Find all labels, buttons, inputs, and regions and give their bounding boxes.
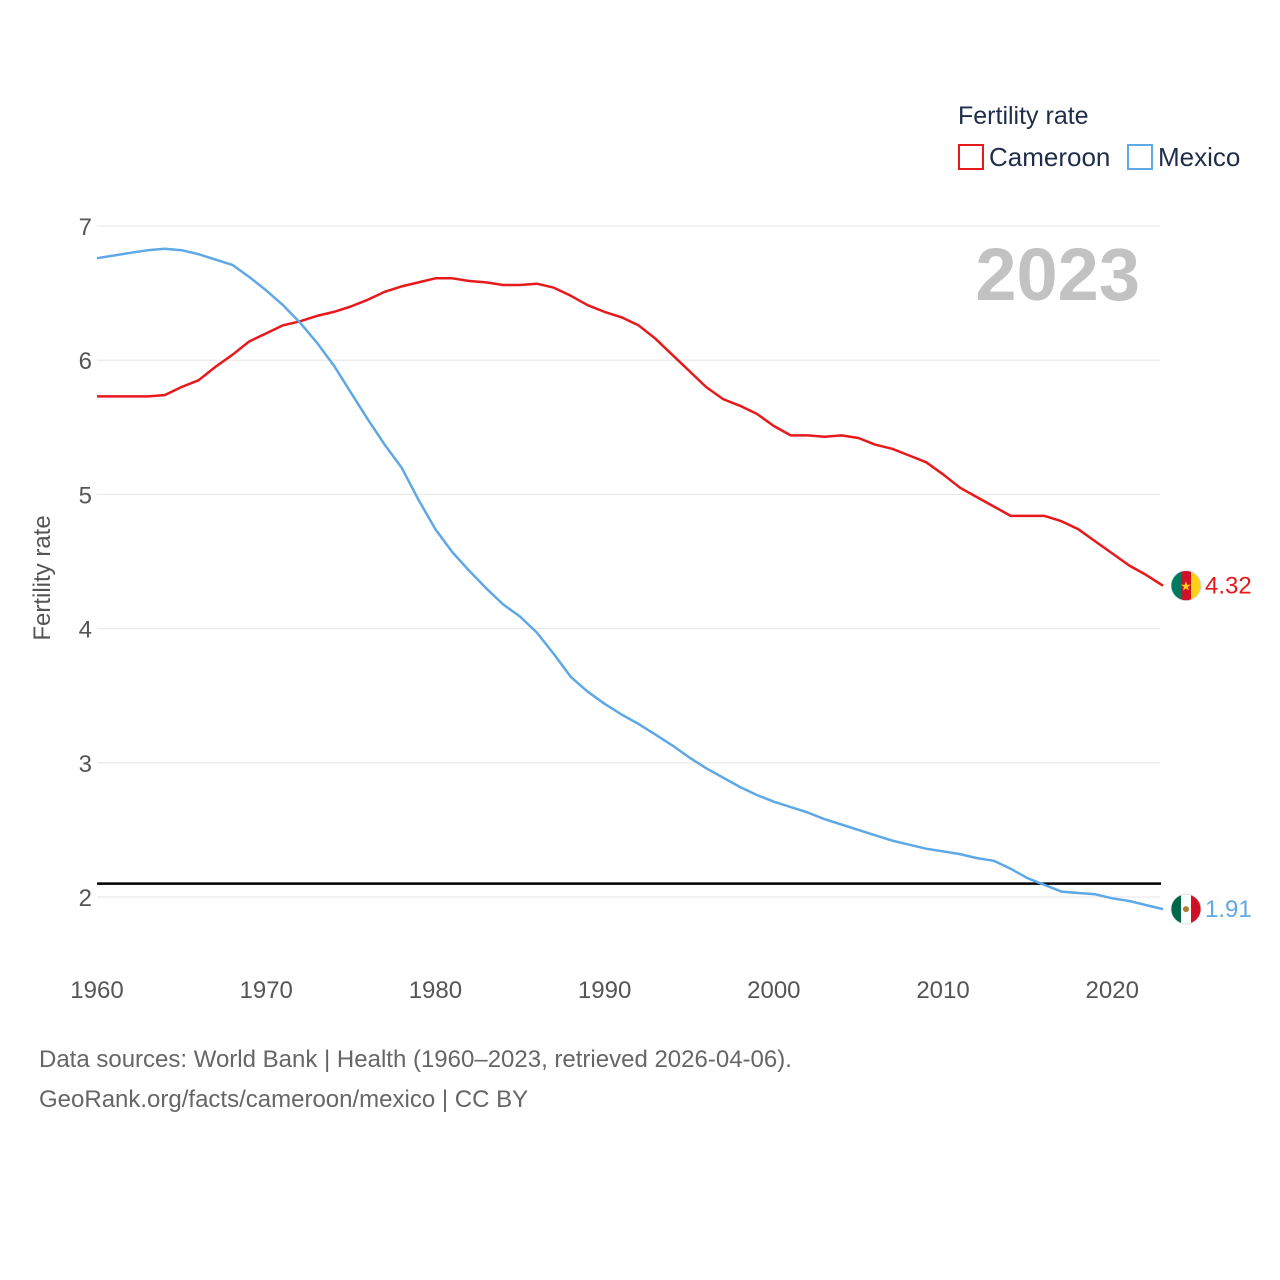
source-line-1: Data sources: World Bank | Health (1960–…: [39, 1046, 792, 1073]
legend-label-cameroon: Cameroon: [989, 142, 1110, 172]
flag-mexico-icon: [1170, 893, 1202, 925]
y-tick-label: 4: [79, 617, 92, 644]
y-axis-title: Fertility rate: [29, 515, 56, 640]
series-lines: [96, 247, 1164, 911]
series-end-markers: ★ 4.32 1.91: [1170, 570, 1252, 925]
end-label-cameroon: 4.32: [1205, 573, 1252, 600]
x-axis-ticks: 1960 1970 1980 1990 2000 2010 2020: [70, 977, 1139, 1004]
x-tick-label: 2010: [916, 977, 969, 1004]
y-tick-label: 5: [79, 482, 92, 509]
legend-label-mexico: Mexico: [1158, 142, 1240, 172]
legend-swatch-cameroon: [958, 144, 984, 170]
y-tick-label: 3: [79, 751, 92, 778]
x-tick-label: 1980: [409, 977, 462, 1004]
y-tick-label: 2: [79, 885, 92, 912]
flag-cameroon-icon: ★: [1170, 570, 1202, 602]
source-line-2: GeoRank.org/facts/cameroon/mexico | CC B…: [39, 1086, 529, 1113]
legend: Fertility rate Cameroon Mexico: [958, 102, 1240, 172]
x-tick-label: 1970: [240, 977, 293, 1004]
series-line-mexico: [96, 247, 1164, 911]
y-axis-ticks: 2 3 4 5 6 7: [79, 214, 92, 912]
end-label-mexico: 1.91: [1205, 896, 1252, 923]
y-tick-label: 6: [79, 348, 92, 375]
gridlines: [97, 225, 1160, 898]
x-tick-label: 2000: [747, 977, 800, 1004]
x-tick-label: 1960: [70, 977, 123, 1004]
x-tick-label: 2020: [1086, 977, 1139, 1004]
legend-title: Fertility rate: [958, 102, 1089, 130]
y-tick-label: 7: [79, 214, 92, 241]
current-year-label: 2023: [975, 233, 1140, 316]
x-tick-label: 1990: [578, 977, 631, 1004]
series-line-cameroon: [97, 277, 1164, 587]
legend-swatch-mexico: [1127, 144, 1153, 170]
svg-text:★: ★: [1180, 580, 1192, 595]
